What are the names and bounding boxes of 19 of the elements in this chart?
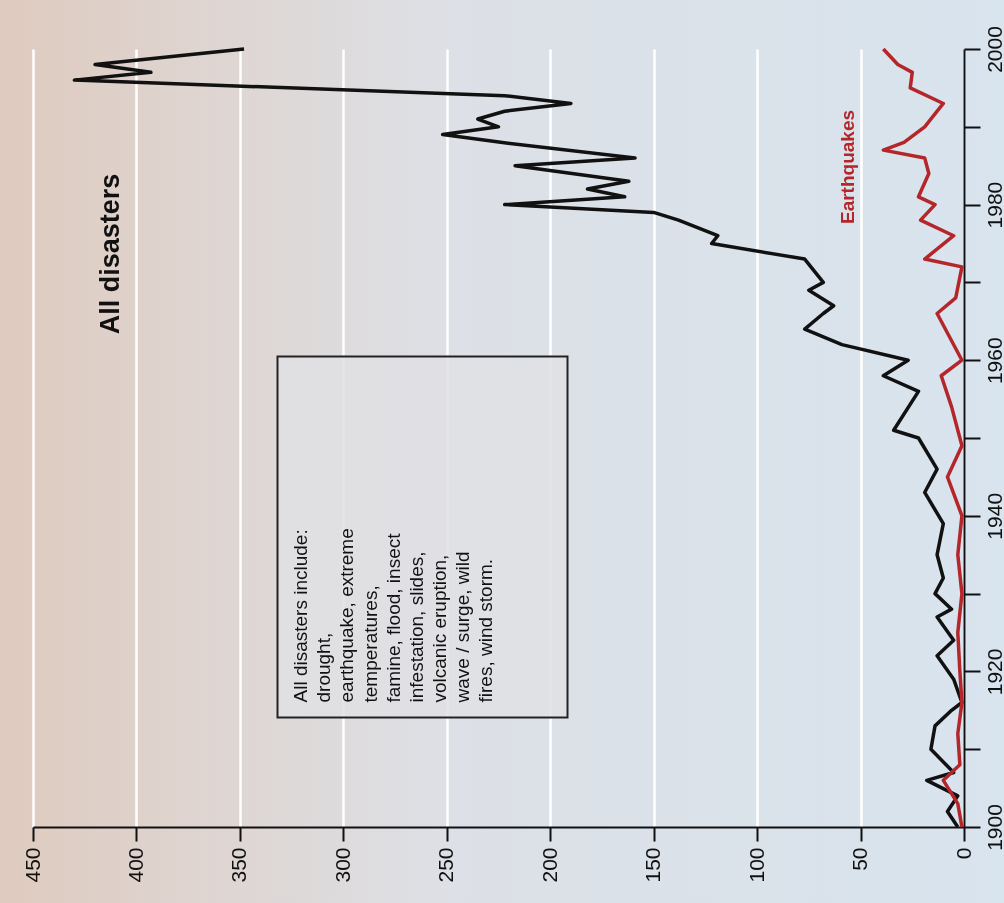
y-tick-label: 1960 bbox=[982, 337, 1004, 385]
y-tick-label: 1900 bbox=[982, 804, 1004, 851]
x-tick-label: 250 bbox=[434, 847, 458, 883]
y-tick-label: 1920 bbox=[982, 648, 1004, 696]
y-tick-label: 2000 bbox=[982, 26, 1004, 73]
x-tick-label: 300 bbox=[330, 847, 354, 883]
y-tick-label: 1980 bbox=[982, 181, 1004, 229]
text: Earthquakes bbox=[837, 109, 858, 225]
y-tick-label: 1940 bbox=[982, 492, 1004, 540]
x-tick-label: 150 bbox=[641, 847, 665, 883]
x-tick-label: 50 bbox=[848, 847, 872, 871]
x-tick-label: 100 bbox=[744, 847, 768, 883]
text: All disasters bbox=[95, 173, 125, 335]
x-tick-label: 350 bbox=[227, 847, 251, 883]
x-tick-label: 400 bbox=[123, 847, 147, 883]
note-box: All disasters include: drought, earthquake, extreme temperatures, famine, flood, insect infestation, slides, volcanic eruption, wave / surge, wild fires, wind storm. bbox=[276, 355, 569, 719]
x-tick-label: 0 bbox=[951, 847, 975, 860]
x-tick-label: 200 bbox=[537, 847, 561, 883]
x-tick-label: 450 bbox=[20, 847, 44, 883]
